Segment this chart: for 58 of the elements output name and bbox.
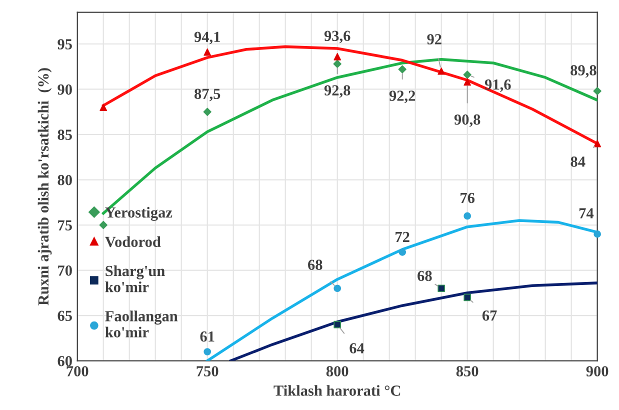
data-label: 89,8 — [570, 65, 596, 78]
data-label: 84 — [570, 156, 586, 167]
point — [204, 48, 212, 56]
data-label: 92 — [427, 34, 442, 44]
point — [438, 284, 446, 292]
data-label: 72 — [396, 232, 410, 242]
y-axis-title: Ruxni ajratib olish ko'rsatkichi (%) — [38, 68, 52, 306]
y-tick-label: 90 — [58, 84, 72, 95]
legend-label: Yerostigaz — [105, 206, 172, 221]
data-label: 93,6 — [324, 30, 350, 44]
point — [203, 108, 212, 116]
x-tick-label: 700 — [66, 366, 88, 376]
data-label: 64 — [350, 343, 364, 354]
data-label: 90,8 — [454, 114, 480, 127]
point — [464, 78, 472, 86]
x-tick-label: 850 — [456, 366, 478, 376]
point — [334, 320, 342, 328]
data-label: 94,1 — [194, 32, 220, 44]
data-label: 92,8 — [324, 85, 350, 98]
point — [99, 220, 108, 230]
point — [100, 104, 108, 112]
point — [594, 230, 602, 238]
legend-label: Vodorod — [105, 236, 161, 248]
y-tick-label: 60 — [58, 356, 72, 366]
data-label: 76 — [460, 192, 475, 204]
y-tick-label: 80 — [58, 174, 72, 186]
legend-label: Faollangan ko'mir — [105, 310, 178, 338]
point — [594, 140, 602, 148]
data-label: 74 — [579, 208, 594, 218]
data-label: 67 — [482, 310, 497, 321]
y-tick-label: 75 — [58, 220, 72, 230]
y-tick-label: 85 — [58, 130, 72, 140]
x-tick-label: 800 — [326, 366, 348, 376]
x-tick-label: 750 — [196, 366, 218, 376]
point — [464, 294, 472, 302]
x-axis-title: Tiklash harorati °C — [274, 385, 400, 396]
data-label: 68 — [418, 270, 432, 282]
y-tick-label: 95 — [58, 39, 72, 50]
data-label: 61 — [200, 331, 214, 342]
data-label: 68 — [308, 260, 322, 270]
data-label: 91,6 — [484, 79, 511, 92]
point — [334, 284, 342, 292]
point — [463, 70, 472, 79]
point — [204, 348, 212, 356]
point — [464, 212, 472, 220]
line-series — [229, 282, 598, 361]
data-label: 92,2 — [389, 90, 416, 104]
point — [333, 60, 342, 68]
point — [398, 65, 406, 74]
point — [334, 52, 342, 60]
point — [398, 248, 406, 256]
y-tick-label: 65 — [58, 310, 72, 321]
point — [438, 67, 446, 75]
point — [593, 86, 602, 96]
legend-label: Sharg'un ko'mir — [105, 265, 165, 292]
y-tick-label: 70 — [58, 265, 72, 276]
x-tick-label: 900 — [586, 366, 608, 376]
data-label: 87,5 — [194, 88, 220, 102]
